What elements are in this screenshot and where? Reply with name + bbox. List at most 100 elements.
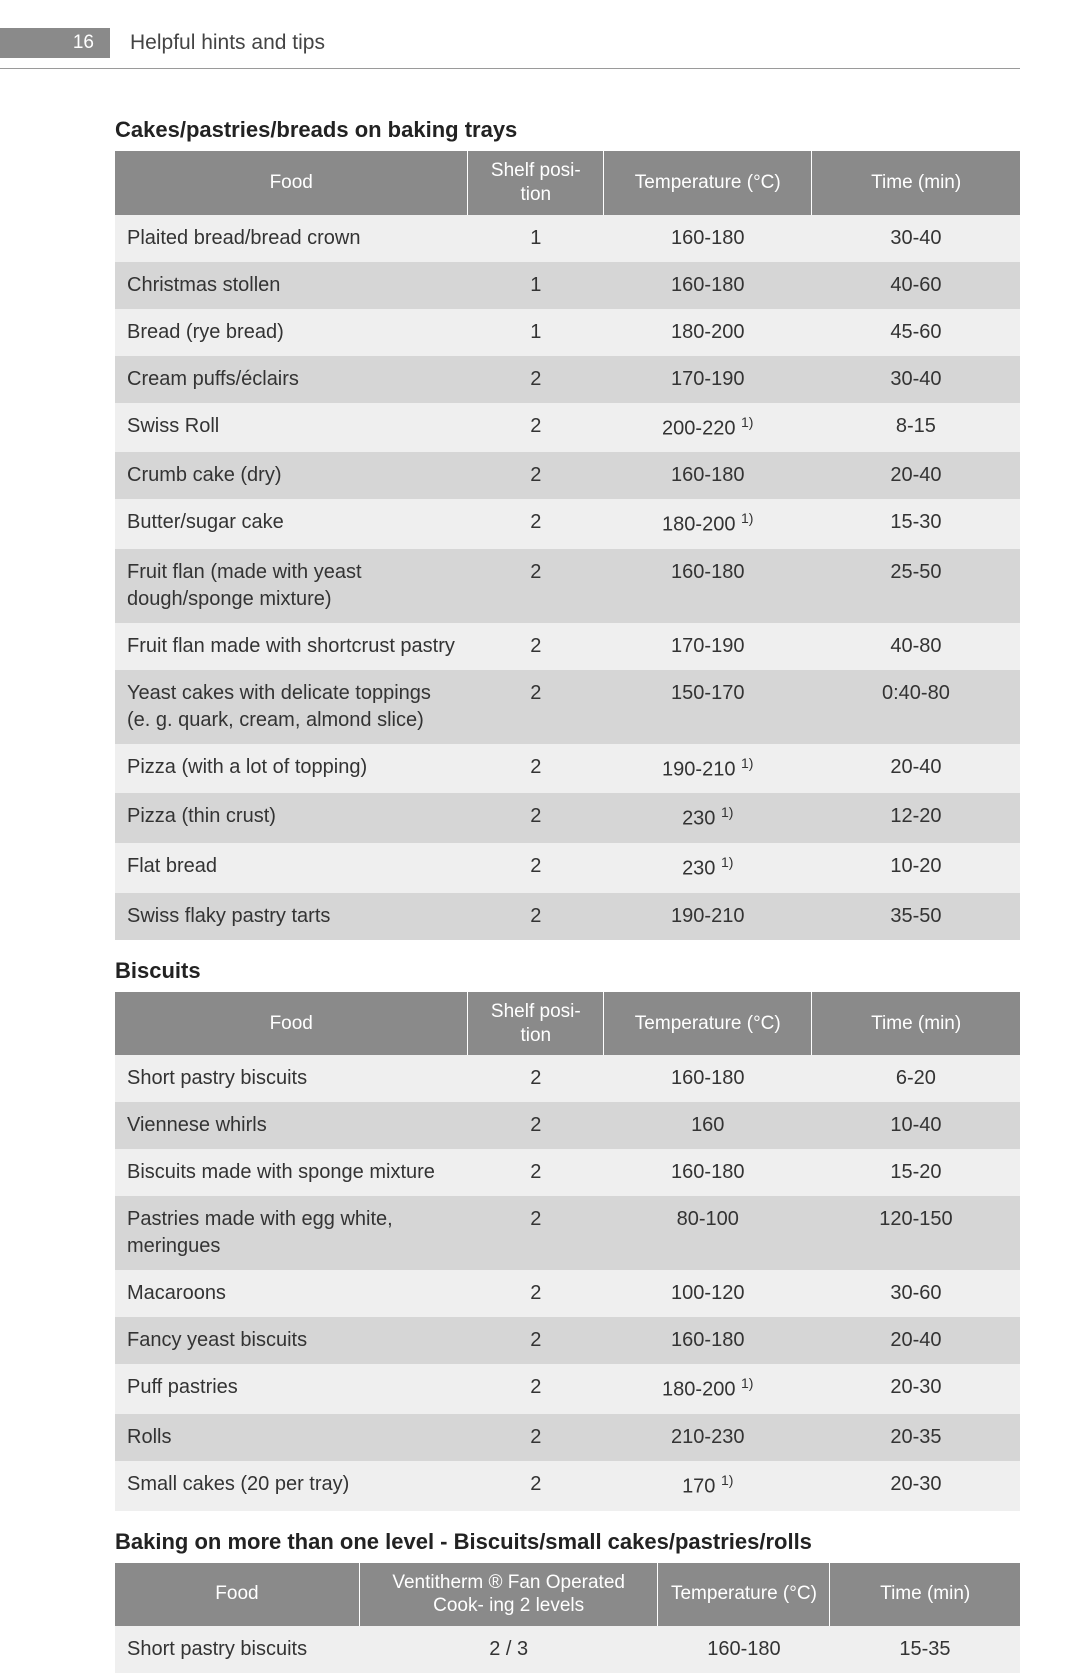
table-row: Crumb cake (dry)2160-18020-40 [115,452,1020,499]
table-cell: 2 [468,1317,604,1364]
table-cell: 30-40 [812,215,1020,262]
table-cell: 1 [468,215,604,262]
table-cell: 2 [468,843,604,893]
table-biscuits: Food Shelf posi- tion Temperature (°C) T… [115,992,1020,1511]
table-cell: Swiss flaky pastry tarts [115,893,468,940]
table-row: Butter/sugar cake2180-200 1)15-30 [115,499,1020,549]
table-cell: 160-180 [604,1055,812,1102]
col-time: Time (min) [830,1563,1020,1627]
table-cell: Flat bread [115,843,468,893]
col-time: Time (min) [812,992,1020,1056]
footnote-ref: 1) [741,755,753,771]
table-cell: 30-60 [812,1270,1020,1317]
table-cell: 170-190 [604,623,812,670]
table-row: Fruit flan (made with yeast dough/sponge… [115,549,1020,623]
table-cell: 8-15 [812,403,1020,453]
table3-title: Baking on more than one level - Biscuits… [115,1529,1020,1555]
page-header: 16 Helpful hints and tips [0,0,1020,69]
table-cell: 2 [468,403,604,453]
table-row: Puff pastries2180-200 1)20-30 [115,1364,1020,1414]
table-cell: 2 [468,1270,604,1317]
table-cell: 160-180 [658,1626,830,1673]
table-cell: 210-230 [604,1414,812,1461]
table-header-row: Food Ventitherm ® Fan Operated Cook- ing… [115,1563,1020,1627]
table-cell: 120-150 [812,1196,1020,1270]
table-cell: Butter/sugar cake [115,499,468,549]
table1-title: Cakes/pastries/breads on baking trays [115,117,1020,143]
table-cell: 2 [468,744,604,794]
table-cell: 15-30 [812,499,1020,549]
table-cell: 190-210 1) [604,744,812,794]
table-cell: Cream puffs/éclairs [115,356,468,403]
col-time: Time (min) [812,151,1020,215]
table-cell: Crumb cake (dry) [115,452,468,499]
table-cell: 2 [468,1055,604,1102]
table-cell: Pastries made with egg white, meringues [115,1196,468,1270]
table2-title: Biscuits [115,958,1020,984]
table-cell: 20-40 [812,452,1020,499]
table-cell: 160-180 [604,549,812,623]
table-cell: 2 [468,1414,604,1461]
table-cell: 180-200 1) [604,499,812,549]
table-cell: 150-170 [604,670,812,744]
table-cell: 160-180 [604,215,812,262]
table-row: Pizza (with a lot of topping)2190-210 1)… [115,744,1020,794]
table-cell: 20-30 [812,1461,1020,1511]
table-cell: 15-20 [812,1149,1020,1196]
table-cell: 2 [468,1102,604,1149]
table-cell: 2 [468,1149,604,1196]
table-row: Rolls2210-23020-35 [115,1414,1020,1461]
table-cell: Fruit flan (made with yeast dough/sponge… [115,549,468,623]
table-row: Short pastry biscuits2 / 3160-18015-35 [115,1626,1020,1673]
table-cell: 80-100 [604,1196,812,1270]
table-cell: 2 [468,499,604,549]
table-cell: 40-80 [812,623,1020,670]
table-cell: 20-40 [812,744,1020,794]
table-cell: 20-40 [812,1317,1020,1364]
table-row: Short pastry biscuits2160-1806-20 [115,1055,1020,1102]
table-cell: Yeast cakes with delicate toppings (e. g… [115,670,468,744]
table-cell: Fruit flan made with shortcrust pastry [115,623,468,670]
table-header-row: Food Shelf posi- tion Temperature (°C) T… [115,992,1020,1056]
table-multi-level: Food Ventitherm ® Fan Operated Cook- ing… [115,1563,1020,1673]
table-cell: 2 [468,893,604,940]
table-cell: 2 [468,793,604,843]
col-temp: Temperature (°C) [604,992,812,1056]
table-cell: 160-180 [604,452,812,499]
table-cell: Macaroons [115,1270,468,1317]
table-cell: 230 1) [604,793,812,843]
footnote-ref: 1) [721,1472,733,1488]
table-cell: 100-120 [604,1270,812,1317]
table-cell: 2 [468,1196,604,1270]
table-cell: 160-180 [604,262,812,309]
table-cell: 40-60 [812,262,1020,309]
table-cell: 20-35 [812,1414,1020,1461]
col-temp: Temperature (°C) [658,1563,830,1627]
table-cell: Small cakes (20 per tray) [115,1461,468,1511]
col-shelf: Shelf posi- tion [468,992,604,1056]
table-cell: 1 [468,309,604,356]
table-cell: 200-220 1) [604,403,812,453]
table-cell: Christmas stollen [115,262,468,309]
table-cell: 30-40 [812,356,1020,403]
table-cell: 6-20 [812,1055,1020,1102]
table-row: Cream puffs/éclairs2170-19030-40 [115,356,1020,403]
table-cell: 230 1) [604,843,812,893]
table-row: Biscuits made with sponge mixture2160-18… [115,1149,1020,1196]
footnote-ref: 1) [741,510,753,526]
table-cell: 15-35 [830,1626,1020,1673]
table-cell: 160 [604,1102,812,1149]
table-cell: 180-200 [604,309,812,356]
table-cell: Bread (rye bread) [115,309,468,356]
col-temp: Temperature (°C) [604,151,812,215]
content-area: Cakes/pastries/breads on baking trays Fo… [0,69,1080,1673]
table-cell: Short pastry biscuits [115,1626,359,1673]
col-food: Food [115,151,468,215]
table-cell: 1 [468,262,604,309]
table-cell: Short pastry biscuits [115,1055,468,1102]
table-cell: Puff pastries [115,1364,468,1414]
table-cell: Biscuits made with sponge mixture [115,1149,468,1196]
table-cell: 25-50 [812,549,1020,623]
table-cell: 180-200 1) [604,1364,812,1414]
table-cell: 35-50 [812,893,1020,940]
